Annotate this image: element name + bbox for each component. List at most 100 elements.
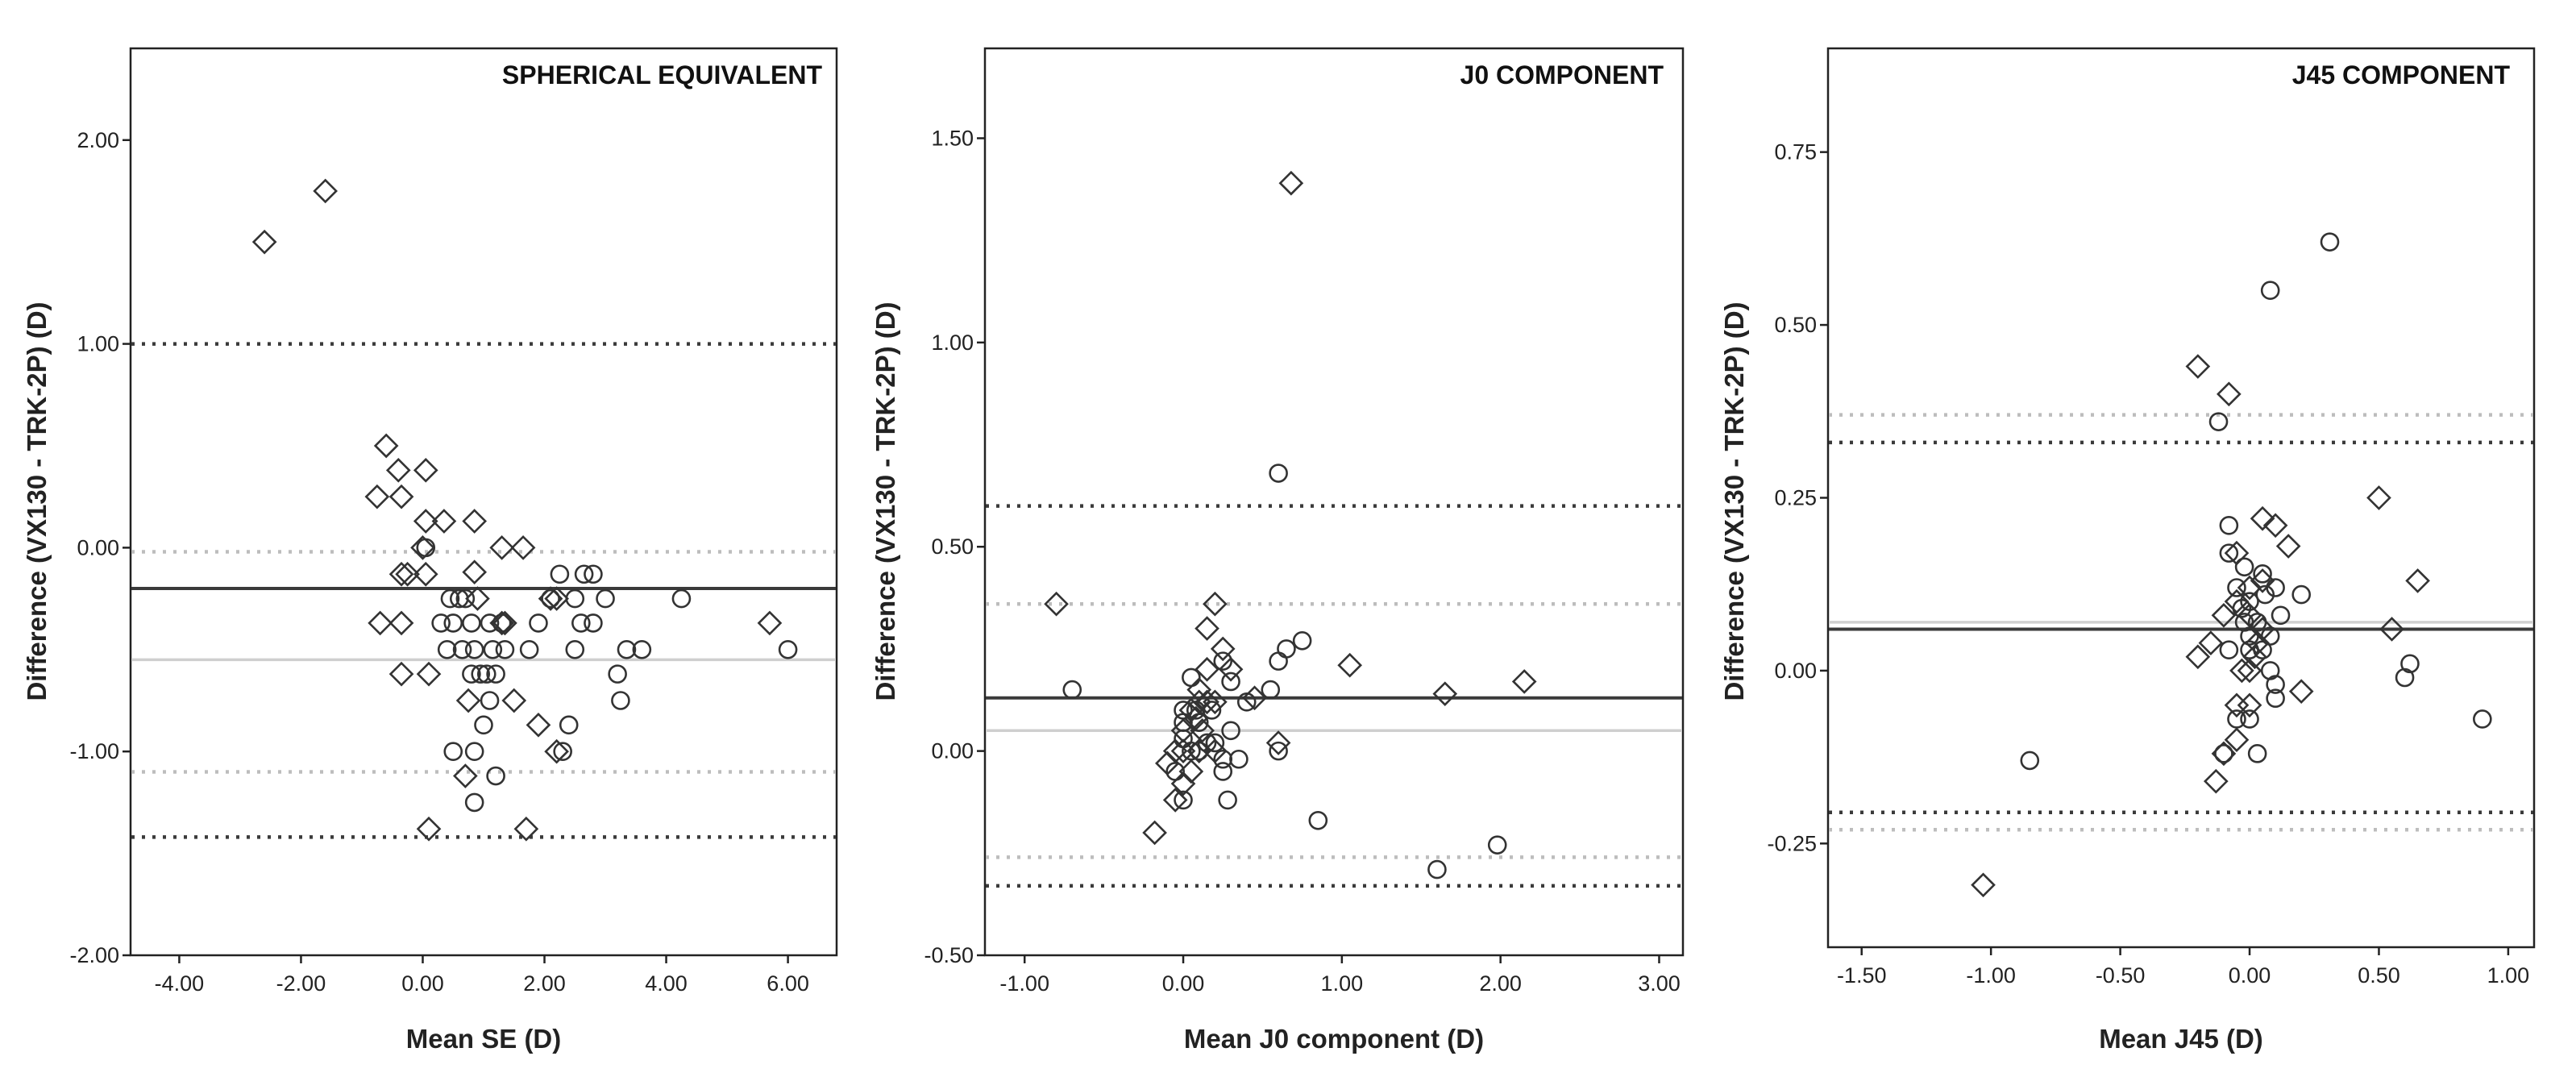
- panel-spherical-equivalent: -2.00 -1.00 0.00 1.00 2.00 -4.00 -2.00 0.00 2.00…: [22, 47, 838, 1054]
- data-point-diamond: [313, 178, 338, 204]
- x-tick-label: 0.50: [2358, 963, 2400, 988]
- data-point-circle: [2260, 281, 2280, 300]
- y-tick-label: -0.50: [924, 943, 974, 967]
- data-point-circle: [1205, 733, 1225, 753]
- data-point-circle: [483, 639, 503, 659]
- data-point-circle: [2291, 584, 2312, 605]
- plot-frame: [129, 47, 838, 957]
- x-tick-label: 1.00: [2487, 963, 2530, 988]
- x-axis-label: Mean SE (D): [406, 1024, 562, 1054]
- data-point-diamond: [2229, 658, 2254, 684]
- data-point-circle: [2232, 598, 2252, 618]
- data-point-circle: [1213, 651, 1233, 671]
- data-point-circle: [584, 613, 603, 633]
- y-tick-label: 0.00: [1774, 659, 1817, 683]
- data-point-diamond: [388, 484, 414, 509]
- data-point-circle: [440, 588, 460, 609]
- data-point-circle: [1189, 713, 1209, 732]
- y-axis-label: Difference (VX130 - TRK-2P) (D): [22, 301, 52, 701]
- data-point-circle: [2234, 557, 2254, 577]
- data-point-circle: [1186, 701, 1206, 720]
- data-point-diamond: [1265, 730, 1291, 755]
- x-tick-label: 6.00: [767, 971, 809, 996]
- data-point-diamond: [510, 535, 536, 560]
- y-tick-label: 0.50: [931, 534, 974, 559]
- y-tick-label: 2.00: [77, 128, 119, 152]
- y-tick-label: 1.50: [931, 126, 974, 150]
- data-point-diamond: [544, 586, 569, 611]
- data-point-circle: [778, 639, 798, 659]
- x-tick-label: -1.00: [999, 971, 1049, 996]
- x-axis-label: Mean J45 (D): [2099, 1024, 2263, 1054]
- y-tick-label: 0.25: [1774, 486, 1817, 510]
- data-point-diamond: [462, 559, 488, 585]
- data-point-circle: [471, 664, 491, 684]
- panel-j45-component: -0.25 0.00 0.25 0.50 0.75 -1.50 -1.00 -0.50 0.00…: [1719, 47, 2536, 1054]
- data-point-circle: [431, 613, 451, 633]
- data-point-diamond: [416, 661, 442, 687]
- data-point-diamond: [373, 433, 399, 459]
- data-point-circle: [1427, 859, 1447, 879]
- data-point-circle: [553, 742, 572, 761]
- data-point-circle: [1202, 701, 1222, 720]
- data-point-diamond: [501, 688, 527, 713]
- data-point-diamond: [1162, 788, 1188, 813]
- x-tick-label: -2.00: [276, 971, 326, 996]
- y-tick-label: 0.00: [77, 535, 119, 559]
- data-point-diamond: [462, 509, 488, 534]
- data-point-circle: [1221, 672, 1240, 692]
- data-point-circle: [480, 691, 500, 710]
- data-point-circle: [480, 613, 500, 633]
- data-point-circle: [486, 766, 505, 786]
- data-point-diamond: [2203, 768, 2229, 794]
- x-tick-label: 2.00: [523, 971, 566, 996]
- data-point-diamond: [757, 610, 783, 636]
- panel-title: J45 COMPONENT: [2292, 60, 2511, 89]
- data-point-diamond: [1142, 820, 1167, 846]
- data-point-circle: [464, 792, 484, 813]
- data-point-diamond: [2198, 630, 2224, 655]
- data-point-circle: [416, 538, 436, 558]
- y-tick-label: 1.00: [77, 332, 119, 356]
- y-tick-label: 0.00: [931, 739, 974, 763]
- data-point-diamond: [2405, 568, 2430, 593]
- data-point-circle: [2020, 751, 2040, 771]
- data-point-diamond: [388, 661, 414, 687]
- x-tick-label: 0.00: [2229, 963, 2271, 988]
- data-point-diamond: [364, 484, 390, 509]
- data-point-circle: [632, 639, 652, 659]
- x-tick-label: -1.50: [1837, 963, 1887, 988]
- data-point-circle: [671, 588, 692, 609]
- data-point-diamond: [513, 816, 539, 842]
- data-point-diamond: [2379, 617, 2404, 642]
- data-point-diamond: [431, 509, 457, 534]
- data-point-diamond: [453, 763, 478, 788]
- y-tick-label: 0.75: [1774, 140, 1817, 164]
- data-point-circle: [1174, 701, 1193, 720]
- data-point-circle: [1292, 630, 1312, 651]
- data-point-circle: [1487, 835, 1507, 855]
- data-point-circle: [1213, 749, 1233, 769]
- data-point-circle: [2227, 709, 2246, 729]
- data-point-circle: [529, 613, 548, 633]
- data-point-circle: [1174, 713, 1193, 732]
- data-point-circle: [565, 588, 585, 609]
- data-point-diamond: [385, 457, 411, 483]
- data-point-circle: [2208, 412, 2229, 431]
- data-point-circle: [2266, 578, 2285, 597]
- data-point-circle: [2271, 605, 2291, 626]
- data-point-diamond: [1337, 652, 1363, 678]
- data-point-circle: [1165, 762, 1185, 781]
- data-point-circle: [2247, 744, 2267, 763]
- data-point-circle: [1261, 680, 1281, 700]
- data-point-circle: [2255, 584, 2275, 605]
- data-point-circle: [449, 588, 469, 609]
- data-point-circle: [443, 613, 463, 633]
- y-tick-label: 1.00: [931, 331, 974, 355]
- data-point-circle: [2253, 564, 2272, 584]
- data-point-circle: [476, 664, 497, 684]
- x-tick-label: -0.50: [2096, 963, 2146, 988]
- data-point-circle: [2219, 516, 2239, 535]
- data-point-circle: [1269, 464, 1288, 483]
